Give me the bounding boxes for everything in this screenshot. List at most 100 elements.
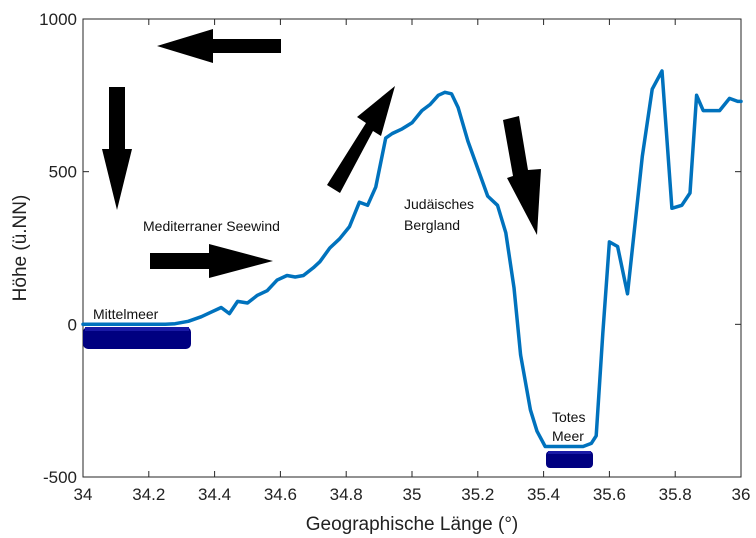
x-tick-label: 35.2: [461, 485, 494, 504]
data-point: [582, 445, 584, 448]
data-point: [286, 274, 288, 277]
x-tick-label: 34.4: [198, 485, 231, 504]
data-point: [536, 430, 538, 433]
y-tick-label: 0: [68, 315, 77, 334]
data-point: [384, 137, 387, 139]
data-point: [210, 311, 213, 313]
data-point: [616, 245, 619, 248]
series-points: [82, 70, 742, 448]
data-point: [429, 103, 431, 106]
x-tick-label: 35.8: [659, 485, 692, 504]
wind-arrow-left-icon: [157, 29, 281, 63]
data-point: [200, 315, 203, 318]
data-point: [689, 192, 691, 194]
data-point: [736, 100, 739, 103]
data-point: [228, 312, 231, 315]
data-point: [366, 204, 369, 207]
data-point: [174, 322, 176, 325]
data-point: [602, 332, 604, 335]
y-axis: -500 0 500 1000: [39, 10, 741, 487]
x-axis-title: Geographische Länge (°): [306, 514, 519, 535]
data-point: [740, 100, 742, 103]
elevation-series-line: [81, 69, 743, 449]
data-point: [728, 97, 731, 100]
data-point: [302, 274, 305, 277]
data-point: [467, 140, 469, 142]
data-point: [572, 445, 574, 448]
label-mittelmeer: Mittelmeer: [93, 306, 159, 322]
x-axis: 34 34.2 34.4 34.6 34.8 35 35.2 35.4 35.6 35.8 36: [74, 19, 751, 504]
data-point: [98, 323, 101, 326]
mediterranean-water-icon: [83, 327, 191, 349]
data-point: [681, 204, 683, 207]
data-point: [187, 320, 190, 323]
dead-sea-water-icon: [546, 451, 593, 468]
x-tick-label: 34.6: [264, 485, 297, 504]
data-point: [348, 225, 351, 228]
data-point: [411, 122, 413, 124]
data-point: [562, 445, 565, 448]
data-point: [590, 442, 593, 445]
data-point: [220, 306, 222, 309]
x-tick-label: 34: [74, 485, 93, 504]
data-point: [710, 109, 713, 112]
data-point: [595, 435, 597, 437]
label-mediterraner-seewind: Mediterraner Seewind: [143, 218, 280, 234]
data-point: [266, 289, 269, 292]
wind-arrow-down-left-icon: [102, 87, 132, 210]
data-point: [294, 276, 297, 278]
data-point: [236, 300, 239, 303]
x-tick-label: 35.4: [527, 485, 560, 504]
data-point: [421, 109, 423, 112]
data-point: [702, 109, 704, 112]
label-judaisches: Judäisches: [404, 196, 474, 212]
data-point: [513, 286, 515, 289]
x-tick-label: 34.2: [132, 485, 165, 504]
wind-arrow-up-right-icon: [327, 86, 395, 193]
data-point: [444, 91, 446, 94]
data-point: [661, 70, 663, 72]
data-point: [544, 445, 546, 448]
data-point: [329, 247, 331, 249]
data-point: [82, 323, 84, 326]
label-bergland: Bergland: [404, 217, 460, 233]
x-tick-label: 34.8: [330, 485, 363, 504]
data-point: [633, 231, 635, 234]
x-tick-label: 35: [403, 485, 422, 504]
y-tick-label: 1000: [39, 10, 77, 29]
data-point: [496, 204, 499, 207]
label-totes: Totes: [552, 409, 585, 425]
data-point: [115, 323, 117, 326]
data-point: [148, 323, 150, 326]
data-point: [529, 409, 532, 411]
data-point: [718, 109, 721, 112]
data-point: [312, 267, 315, 269]
data-point: [626, 293, 629, 295]
data-point: [391, 132, 394, 135]
label-meer: Meer: [552, 428, 584, 444]
data-point: [552, 445, 555, 448]
data-point: [505, 231, 507, 234]
plot-area: [82, 18, 742, 478]
data-point: [375, 186, 377, 188]
data-point: [486, 195, 489, 197]
data-point: [608, 241, 611, 243]
wind-arrow-right-icon: [150, 244, 273, 278]
data-point: [671, 207, 673, 210]
data-point: [651, 88, 653, 90]
wind-arrow-down-right-icon: [503, 116, 541, 235]
data-point: [358, 201, 361, 203]
data-point: [457, 106, 459, 109]
data-point: [276, 279, 278, 281]
data-point: [319, 260, 321, 263]
data-point: [131, 323, 134, 326]
data-point: [450, 93, 453, 95]
data-point: [437, 94, 440, 97]
data-point: [519, 354, 522, 356]
data-point: [477, 167, 479, 170]
data-point: [164, 323, 167, 326]
y-axis-title: Höhe (ü.NN): [10, 195, 31, 302]
data-point: [338, 238, 341, 240]
x-tick-label: 36: [732, 485, 751, 504]
